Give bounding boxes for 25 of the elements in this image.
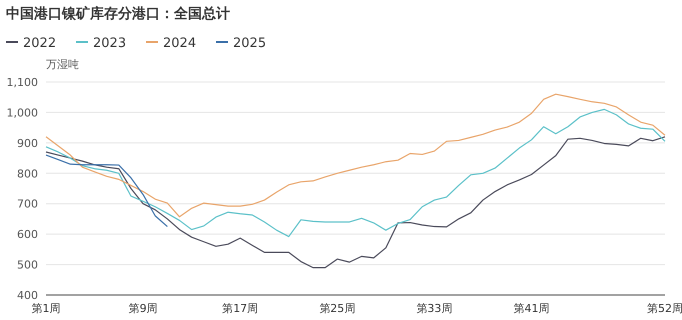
y-tick-label: 900 bbox=[17, 136, 38, 150]
x-tick-label: 第9周 bbox=[128, 302, 158, 315]
y-tick-label: 800 bbox=[17, 167, 38, 180]
y-tick-label: 1,000 bbox=[6, 106, 38, 120]
legend-label: 2022 bbox=[23, 36, 56, 51]
y-tick-label: 1,100 bbox=[6, 76, 38, 89]
y-tick-label: 500 bbox=[17, 258, 38, 272]
x-tick-label: 第1周 bbox=[32, 302, 60, 315]
legend-label: 2024 bbox=[163, 36, 196, 51]
y-tick-label: 700 bbox=[17, 198, 38, 211]
x-tick-label: 第41周 bbox=[513, 302, 550, 315]
legend-label: 2023 bbox=[93, 36, 126, 51]
line-series bbox=[45, 108, 666, 238]
x-tick-label: 第17周 bbox=[222, 302, 258, 315]
x-tick-label: 第25周 bbox=[319, 302, 356, 315]
legend-label: 2025 bbox=[233, 36, 266, 51]
chart-title: 中国港口镍矿库存分港口：全国总计 bbox=[6, 5, 230, 22]
line-series bbox=[45, 154, 168, 228]
line-series bbox=[45, 136, 666, 268]
y-axis-title: 万湿吨 bbox=[46, 58, 79, 71]
line-series bbox=[45, 94, 666, 218]
x-tick-label: 第52周 bbox=[647, 302, 682, 315]
y-tick-label: 400 bbox=[17, 289, 38, 302]
y-tick-label: 600 bbox=[17, 228, 38, 242]
x-tick-label: 第33周 bbox=[416, 302, 452, 315]
